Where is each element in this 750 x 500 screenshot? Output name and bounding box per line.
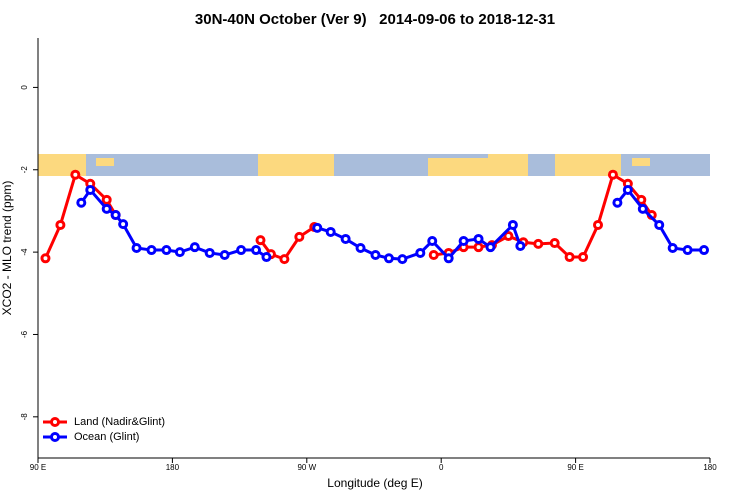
point bbox=[415, 247, 426, 258]
point bbox=[161, 245, 172, 256]
y-tick-label: -4 bbox=[20, 248, 29, 256]
map-ocean bbox=[38, 154, 710, 176]
point bbox=[473, 233, 484, 244]
point bbox=[428, 250, 439, 260]
legend-label: Ocean (Glint) bbox=[74, 431, 139, 443]
point bbox=[189, 242, 200, 253]
point bbox=[654, 219, 665, 230]
point bbox=[427, 236, 438, 246]
point bbox=[236, 245, 247, 256]
point bbox=[55, 219, 66, 230]
world-map-band bbox=[38, 154, 710, 176]
point bbox=[549, 238, 560, 249]
x-tick-label: 0 bbox=[439, 463, 444, 472]
point bbox=[443, 253, 454, 264]
point bbox=[485, 242, 496, 253]
point bbox=[622, 184, 633, 195]
legend-marker bbox=[50, 432, 60, 442]
chart-title: 30N-40N October (Ver 9) 2014-09-06 to 20… bbox=[195, 11, 555, 28]
point bbox=[612, 197, 623, 208]
point bbox=[699, 245, 710, 256]
point bbox=[397, 254, 408, 265]
y-tick-label: 0 bbox=[20, 85, 29, 90]
legend-label: Land (Nadir&Glint) bbox=[74, 416, 165, 428]
point bbox=[174, 247, 185, 258]
point bbox=[682, 245, 693, 256]
point bbox=[515, 240, 526, 251]
map-land bbox=[632, 158, 650, 166]
point bbox=[294, 231, 305, 242]
point bbox=[70, 169, 81, 180]
x-tick-label: 90 E bbox=[567, 463, 583, 472]
point bbox=[607, 169, 618, 180]
point bbox=[533, 238, 544, 249]
point bbox=[40, 253, 51, 264]
map-land bbox=[428, 158, 488, 176]
map-land bbox=[96, 158, 114, 166]
point bbox=[325, 226, 336, 237]
point bbox=[219, 250, 230, 260]
point bbox=[636, 194, 647, 205]
map-land bbox=[258, 154, 334, 176]
point bbox=[593, 219, 603, 230]
point bbox=[131, 243, 142, 253]
point bbox=[370, 250, 381, 260]
point bbox=[667, 243, 678, 253]
point bbox=[578, 252, 589, 263]
x-tick-label: 90 E bbox=[30, 463, 46, 472]
point bbox=[110, 210, 121, 221]
point bbox=[458, 236, 469, 246]
point bbox=[340, 233, 351, 244]
x-tick-label: 180 bbox=[166, 463, 180, 472]
point bbox=[279, 254, 290, 265]
point bbox=[637, 203, 648, 214]
point bbox=[101, 203, 112, 214]
point bbox=[507, 219, 518, 230]
legend-marker bbox=[50, 417, 60, 427]
point bbox=[564, 252, 575, 263]
point bbox=[312, 222, 323, 233]
series-line bbox=[80, 187, 705, 261]
point bbox=[101, 194, 112, 205]
point bbox=[255, 235, 266, 246]
y-tick-label: -6 bbox=[20, 330, 29, 338]
point bbox=[204, 247, 215, 258]
x-tick-label: 180 bbox=[703, 463, 717, 472]
point bbox=[85, 184, 96, 195]
map-land bbox=[488, 154, 528, 176]
y-tick-label: -2 bbox=[20, 166, 29, 174]
point bbox=[251, 245, 262, 256]
y-axis-label: XCO2 - MLO trend (ppm) bbox=[0, 181, 14, 316]
point bbox=[503, 231, 514, 242]
x-tick-label: 90 W bbox=[297, 463, 316, 472]
point bbox=[473, 242, 484, 253]
point bbox=[76, 197, 87, 208]
map-land bbox=[555, 154, 621, 176]
point bbox=[355, 243, 366, 253]
point bbox=[118, 219, 129, 230]
x-axis-label: Longitude (deg E) bbox=[327, 476, 422, 490]
y-tick-label: -8 bbox=[20, 413, 29, 421]
point bbox=[146, 245, 157, 256]
point bbox=[261, 252, 272, 263]
point bbox=[383, 253, 394, 264]
